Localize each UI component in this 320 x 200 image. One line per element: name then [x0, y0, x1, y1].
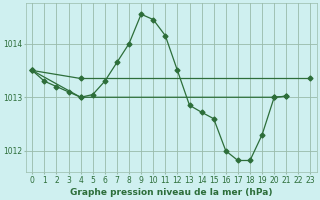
X-axis label: Graphe pression niveau de la mer (hPa): Graphe pression niveau de la mer (hPa): [70, 188, 273, 197]
